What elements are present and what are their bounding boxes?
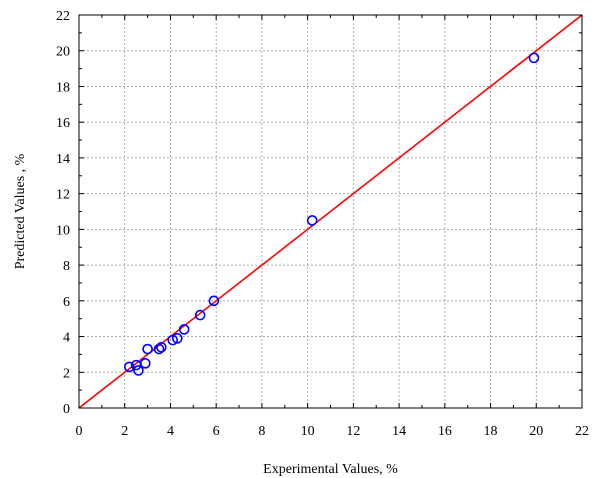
y-tick-label: 20 [56,45,70,60]
points-layer [124,52,540,376]
data-point [156,341,167,353]
y-tick-label: 22 [56,9,70,24]
y-tick-label: 0 [63,402,70,417]
x-tick-label: 2 [121,424,128,439]
y-tick-label: 18 [56,80,70,95]
x-axis-title: Experimental Values, % [263,462,398,477]
x-tick-label: 22 [575,424,589,439]
data-point [178,324,190,335]
data-point [528,52,540,64]
data-point [133,365,144,376]
data-point [194,309,206,321]
x-tick-label: 18 [484,424,498,439]
data-point [140,358,151,369]
x-tick-label: 6 [213,424,220,439]
ticks [78,14,583,409]
data-point [124,361,135,373]
x-tick-label: 14 [392,424,406,439]
data-point [142,343,153,355]
y-axis-title: Predicted Values , % [13,153,28,269]
y-tick-label: 16 [56,116,70,131]
x-tick-label: 4 [167,424,174,439]
data-point [167,334,179,346]
x-tick-label: 12 [346,424,360,439]
data-point [306,215,318,226]
y-tick-label: 4 [63,331,70,346]
y-tick-label: 12 [56,188,70,203]
x-tick-labels: 0 2 4 6 8 10 12 14 16 18 20 22 [76,424,590,439]
x-tick-label: 10 [301,424,315,439]
x-tick-label: 8 [258,424,265,439]
data-point [172,333,183,344]
y-tick-label: 8 [63,259,70,274]
y-tick-labels: 0 2 4 6 8 10 12 14 16 18 20 22 [56,9,70,417]
data-point [153,343,165,355]
y-tick-label: 14 [56,152,70,167]
grid [79,15,582,408]
x-tick-label: 0 [76,424,83,439]
y-tick-label: 10 [56,223,70,238]
data-point [208,295,220,307]
y-tick-label: 6 [63,295,70,310]
x-tick-label: 16 [438,424,452,439]
x-tick-label: 20 [529,424,543,439]
y-tick-label: 2 [63,366,70,381]
